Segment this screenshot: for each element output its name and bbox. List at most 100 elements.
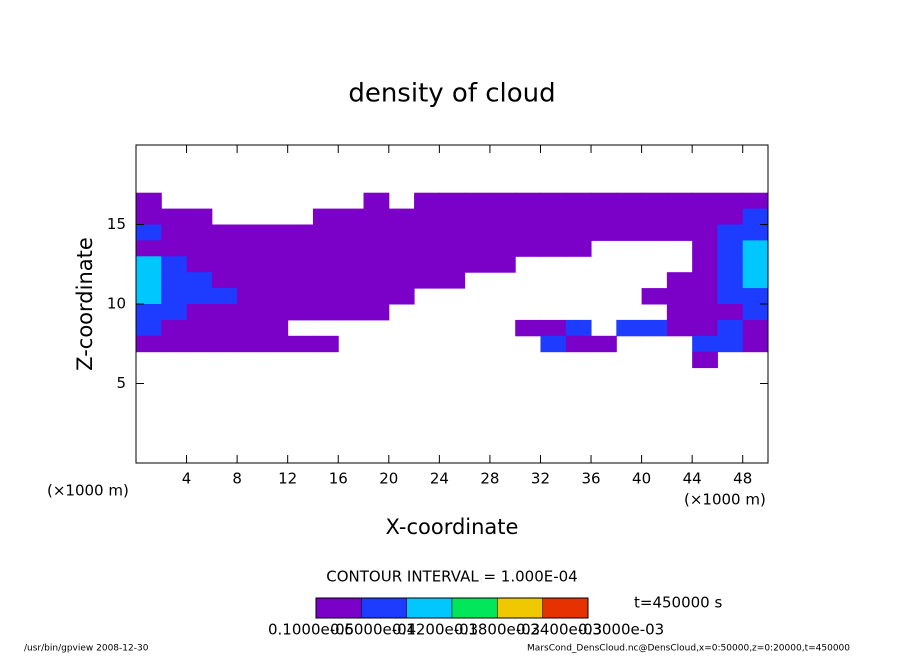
contour-cell (540, 192, 567, 210)
y-axis-label: Z-coordinate (73, 237, 97, 371)
contour-cell (489, 256, 516, 273)
contour-cell (186, 224, 213, 241)
contour-cell (666, 272, 693, 289)
colorbar-label: 0.3000e-03 (578, 621, 664, 639)
contour-cell (742, 192, 769, 210)
contour-cell (565, 208, 592, 225)
contour-cell (641, 192, 668, 210)
contour-cell (464, 208, 491, 225)
contour-cell (262, 319, 289, 337)
contour-cell (287, 304, 314, 321)
colorbar-label: 0.1800e-03 (454, 621, 540, 639)
contour-cell (692, 351, 718, 369)
contour-cell (136, 272, 162, 289)
contour-interval: CONTOUR INTERVAL = 1.000E-04 (326, 568, 577, 586)
x-tick-label: 4 (182, 470, 192, 488)
contour-cell (666, 304, 693, 321)
contour-cell (692, 304, 718, 321)
colorbar-swatch (361, 597, 407, 619)
contour-cell (363, 272, 390, 289)
footer-right: MarsCond_DensCloud.nc@DensCloud,x=0:5000… (527, 644, 850, 654)
x-tick-label: 24 (430, 470, 449, 488)
contour-cell (565, 192, 592, 210)
colorbar-swatch (497, 597, 543, 619)
contour-cell (565, 319, 592, 337)
contour-cell (591, 192, 617, 210)
contour-cell (237, 304, 263, 321)
contour-cell (211, 288, 238, 305)
contour-cell (464, 192, 491, 210)
x-axis-label: X-coordinate (386, 515, 519, 539)
contour-cell (186, 288, 213, 305)
contour-cell (136, 240, 162, 257)
contour-cell (540, 240, 567, 257)
contour-cell (666, 288, 693, 305)
contour-cell (186, 335, 213, 353)
contour-cell (136, 256, 162, 273)
contour-cell (312, 272, 339, 289)
contour-cell (692, 192, 718, 210)
contour-cell (363, 224, 390, 241)
contour-cell (414, 224, 440, 241)
contour-cell (136, 224, 162, 241)
contour-cell (262, 272, 289, 289)
contour-cell (439, 224, 466, 241)
x-tick-label: 36 (581, 470, 600, 488)
contour-cell (211, 319, 238, 337)
contour-cell (666, 192, 693, 210)
colorbar-label: 0.1000e-05 (268, 621, 354, 639)
contour-cell (717, 224, 744, 241)
contour-cell (540, 224, 567, 241)
contour-cell (237, 240, 263, 257)
contour-cell (591, 208, 617, 225)
contour-cell (161, 335, 188, 353)
contour-cell (540, 208, 567, 225)
contour-cell (717, 335, 744, 353)
contour-cell (515, 224, 541, 241)
chart-title: density of cloud (348, 79, 555, 109)
x-tick-label: 16 (329, 470, 348, 488)
y-tick-label: 10 (107, 295, 126, 313)
contour-cell (312, 224, 339, 241)
contour-cell (388, 272, 415, 289)
contour-cell (717, 240, 744, 257)
contour-cell (692, 208, 718, 225)
contour-cell (338, 288, 365, 305)
x-tick-label: 40 (632, 470, 651, 488)
contour-cell (616, 192, 643, 210)
contour-cell (388, 208, 415, 225)
contour-cell (717, 256, 744, 273)
contour-cell (439, 192, 466, 210)
contour-cell (287, 335, 314, 353)
contour-cell (565, 335, 592, 353)
contour-cell (414, 256, 440, 273)
footer-left: /usr/bin/gpview 2008-12-30 (24, 644, 149, 654)
contour-cell (186, 304, 213, 321)
contour-cell (692, 224, 718, 241)
contour-cell (742, 335, 769, 353)
contour-cell (388, 256, 415, 273)
contour-cell (692, 256, 718, 273)
contour-cell (717, 192, 744, 210)
contour-cell (692, 288, 718, 305)
contour-cell (439, 240, 466, 257)
contour-cell (414, 192, 440, 210)
contour-cell (287, 272, 314, 289)
colorbar-swatch (542, 597, 589, 619)
contour-cell (262, 240, 289, 257)
contour-cell (186, 256, 213, 273)
colorbar-swatch (451, 597, 498, 619)
contour-cell (211, 272, 238, 289)
contour-cell (641, 288, 668, 305)
x-tick-label: 20 (379, 470, 398, 488)
contour-cell (262, 256, 289, 273)
colorbar-swatch (406, 597, 453, 619)
contour-cell (489, 224, 516, 241)
contour-cell (414, 240, 440, 257)
contour-cell (439, 272, 466, 289)
contour-cell (692, 240, 718, 257)
colorbar-swatch (315, 597, 362, 619)
contour-cell (338, 208, 365, 225)
contour-cell (312, 240, 339, 257)
y-tick-label: 5 (116, 374, 126, 392)
